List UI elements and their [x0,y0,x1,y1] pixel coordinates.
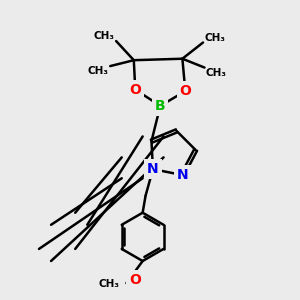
Text: N: N [147,162,159,176]
Text: CH₃: CH₃ [205,32,226,43]
Text: O: O [179,84,191,98]
Text: O: O [129,273,141,287]
Text: B: B [155,99,166,113]
Text: N: N [177,168,188,182]
Text: O: O [129,82,141,97]
Text: CH₃: CH₃ [206,68,227,78]
Text: CH₃: CH₃ [98,279,119,289]
Text: CH₃: CH₃ [94,31,115,41]
Text: CH₃: CH₃ [88,66,109,76]
